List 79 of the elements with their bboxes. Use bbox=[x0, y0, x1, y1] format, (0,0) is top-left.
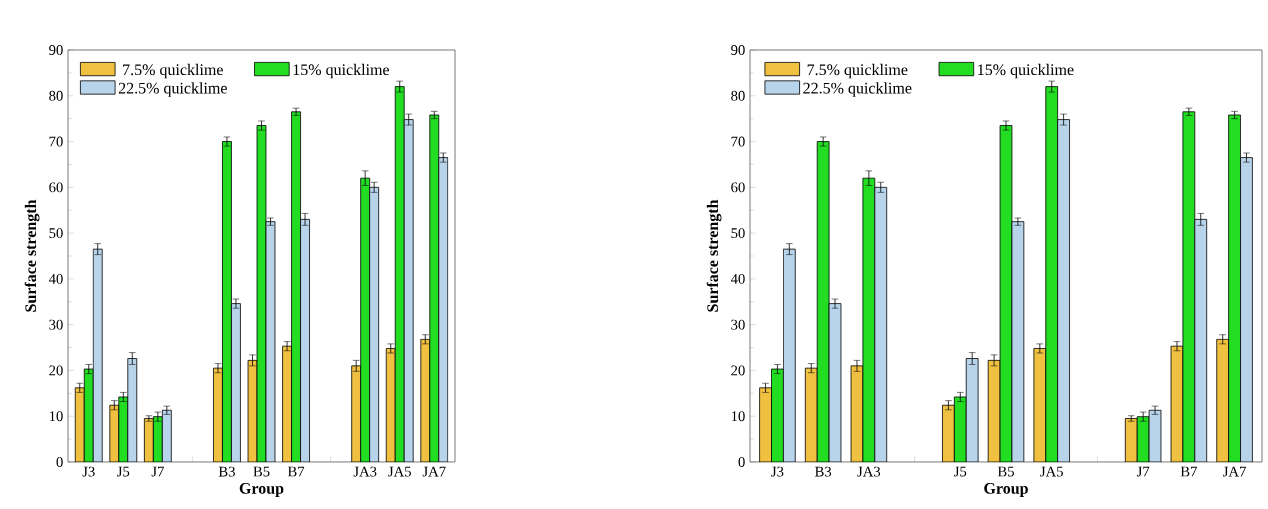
bar bbox=[118, 396, 129, 462]
y-axis-title: Surface strength bbox=[706, 199, 722, 312]
y-tick-label: 70 bbox=[49, 136, 63, 147]
y-tick-label: 40 bbox=[48, 273, 63, 284]
y-tick-label: 30 bbox=[731, 319, 745, 330]
bar bbox=[816, 141, 830, 462]
bar bbox=[256, 125, 267, 462]
legend-label: 15% quicklime bbox=[293, 63, 390, 79]
x-tick-label: J3 bbox=[82, 466, 95, 477]
bar bbox=[999, 125, 1013, 462]
y-tick-label: 20 bbox=[731, 365, 745, 376]
x-tick-label: B5 bbox=[253, 466, 270, 477]
bar bbox=[222, 141, 232, 462]
bar bbox=[143, 418, 154, 462]
x-tick-label: JA7 bbox=[1223, 466, 1246, 477]
bar bbox=[1240, 157, 1253, 462]
y-tick-label: 50 bbox=[49, 228, 63, 239]
bar bbox=[429, 114, 440, 462]
x-tick-label: J5 bbox=[954, 466, 967, 477]
bar bbox=[874, 186, 888, 462]
x-axis-title: Group bbox=[984, 483, 1028, 498]
y-tick-label: 90 bbox=[731, 45, 745, 55]
y-tick-label: 10 bbox=[49, 411, 63, 422]
x-tick-label: J3 bbox=[771, 466, 784, 477]
bar bbox=[1057, 119, 1070, 462]
bar bbox=[771, 368, 784, 462]
bar bbox=[1182, 111, 1196, 462]
x-tick-label: J5 bbox=[117, 466, 130, 477]
y-tick-label: 40 bbox=[730, 273, 745, 284]
x-tick-label: B3 bbox=[218, 466, 235, 477]
x-tick-label: JA3 bbox=[857, 466, 881, 477]
bar bbox=[1011, 221, 1025, 462]
bar bbox=[828, 303, 842, 462]
legend-label: 7.5% quicklime bbox=[807, 63, 908, 79]
x-tick-label: J7 bbox=[1136, 466, 1150, 477]
bar bbox=[291, 111, 301, 462]
bar bbox=[74, 387, 85, 462]
bar bbox=[965, 358, 979, 462]
legend-label: 22.5% quicklime bbox=[803, 82, 912, 97]
x-tick-label: B3 bbox=[815, 466, 832, 477]
bar bbox=[360, 177, 371, 462]
x-tick-label: JA3 bbox=[353, 466, 377, 477]
bar bbox=[394, 86, 405, 462]
bar bbox=[1136, 416, 1150, 462]
x-tick-label: JA5 bbox=[388, 466, 411, 477]
legend-label: 15% quicklime bbox=[978, 63, 1074, 79]
legend-label: 7.5% quicklime bbox=[123, 63, 223, 79]
bar bbox=[1148, 409, 1162, 462]
bar bbox=[152, 416, 163, 462]
y-tick-label: 60 bbox=[49, 182, 63, 193]
bar bbox=[1194, 218, 1208, 462]
y-axis-title: Surface strength bbox=[24, 199, 40, 312]
x-tick-label: B7 bbox=[287, 466, 305, 477]
y-tick-label: 0 bbox=[56, 457, 63, 467]
x-tick-label: JA7 bbox=[422, 466, 446, 477]
x-tick-label: B5 bbox=[997, 466, 1014, 477]
x-tick-label: JA5 bbox=[1040, 466, 1063, 477]
bar bbox=[953, 396, 967, 462]
bar bbox=[385, 348, 396, 462]
y-tick-label: 20 bbox=[49, 365, 63, 376]
y-tick-label: 0 bbox=[738, 457, 745, 467]
bar bbox=[782, 248, 796, 462]
legend-label: 22.5% quicklime bbox=[118, 82, 227, 97]
y-tick-label: 10 bbox=[731, 411, 745, 422]
bar bbox=[862, 177, 876, 462]
x-tick-label: B7 bbox=[1180, 466, 1197, 477]
bar bbox=[1045, 86, 1059, 462]
y-tick-label: 80 bbox=[731, 90, 745, 101]
bar bbox=[213, 367, 223, 462]
y-tick-label: 30 bbox=[49, 319, 63, 330]
y-tick-label: 70 bbox=[731, 136, 745, 147]
y-tick-label: 50 bbox=[731, 228, 745, 239]
bar bbox=[83, 368, 94, 462]
x-tick-label: J7 bbox=[151, 466, 164, 477]
y-tick-label: 90 bbox=[49, 45, 63, 55]
y-tick-label: 80 bbox=[49, 90, 63, 101]
bar bbox=[1228, 114, 1241, 462]
x-axis-title: Group bbox=[239, 483, 284, 498]
y-tick-label: 60 bbox=[731, 182, 745, 193]
